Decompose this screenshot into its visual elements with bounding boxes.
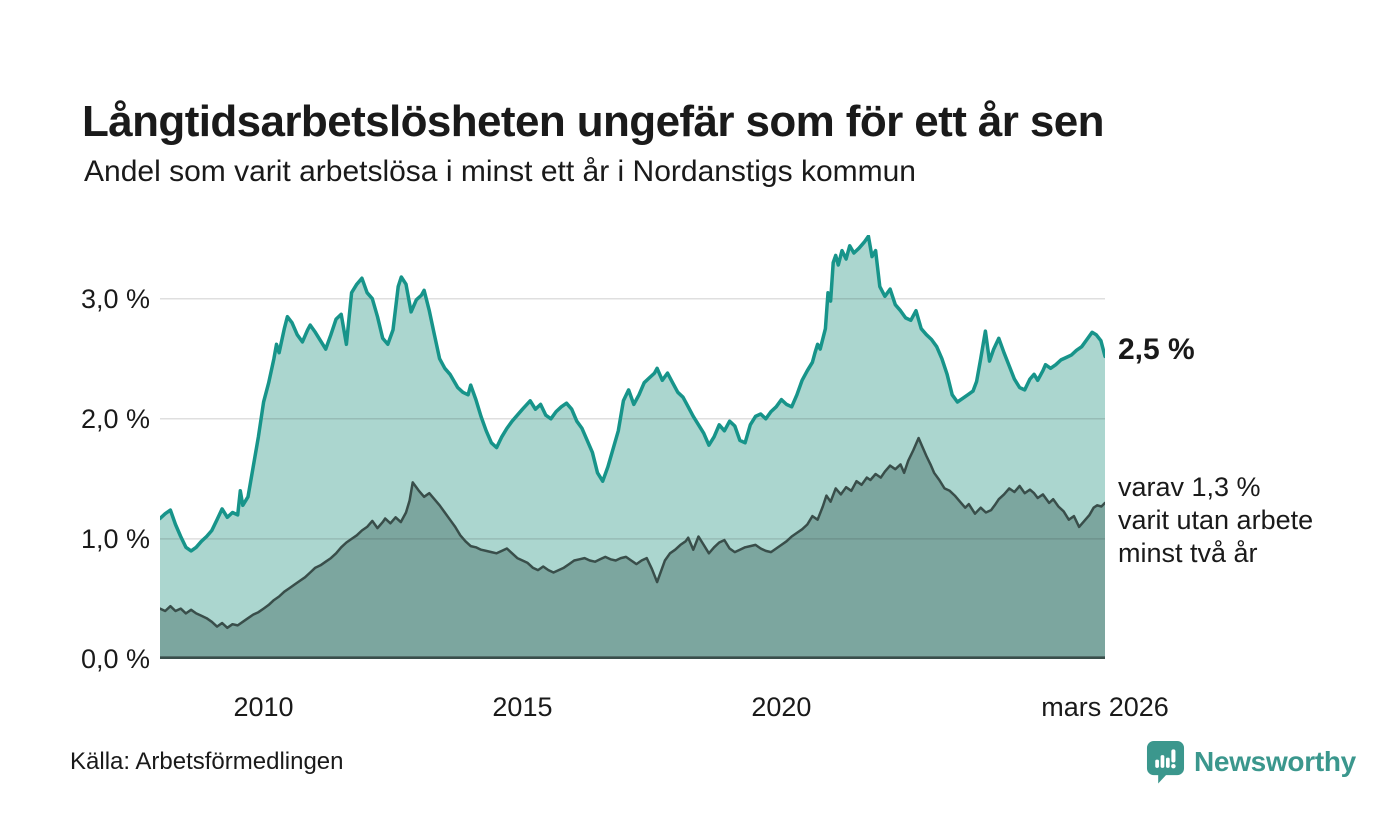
y-tick-label: 3,0 % <box>80 283 150 314</box>
source-note: Källa: Arbetsförmedlingen <box>70 748 344 775</box>
line-min-two-years <box>160 436 1105 630</box>
x-tick-label: 2020 <box>751 692 812 722</box>
line-min-one-year <box>160 235 1105 553</box>
area-chart <box>160 235 1105 659</box>
newsworthy-icon <box>1146 741 1185 784</box>
x-tick-label: 2015 <box>492 692 553 722</box>
annotation-two-year-line1: varav 1,3 % <box>1118 472 1261 502</box>
x-tick-label: mars 2026 <box>1041 692 1169 722</box>
newsworthy-logo: Newsworthy <box>1146 740 1356 784</box>
x-tick-label: 2010 <box>233 692 294 722</box>
gridlines <box>160 297 1105 540</box>
y-tick-label: 0,0 % <box>80 644 150 674</box>
y-tick-label: 1,0 % <box>80 523 150 554</box>
y-tick-label: 2,0 % <box>80 403 150 434</box>
newsworthy-wordmark: Newsworthy <box>1194 746 1356 777</box>
page-subtitle: Andel som varit arbetslösa i minst ett å… <box>84 155 916 188</box>
page-title: Långtidsarbetslösheten ungefär som för e… <box>82 97 1105 147</box>
annotation-two-year: varav 1,3 % varit utan arbete minst två … <box>1118 471 1313 570</box>
annotation-latest-value: 2,5 % <box>1118 333 1195 366</box>
annotation-two-year-line2: varit utan arbete <box>1118 505 1314 535</box>
area-min-two-years <box>160 438 1105 659</box>
annotation-two-year-line3: minst två år <box>1118 538 1258 568</box>
